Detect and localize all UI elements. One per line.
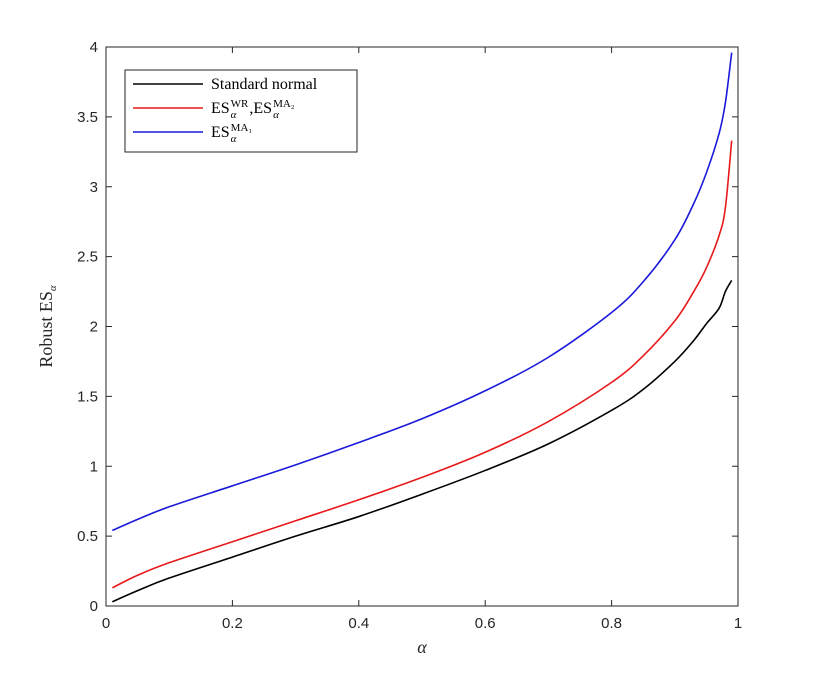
x-tick-label: 0 [102, 615, 110, 632]
legend-label: ES [211, 100, 230, 117]
series-lines [111, 52, 733, 603]
y-tick-label: 3 [90, 179, 98, 196]
legend-label: ES [211, 124, 230, 141]
x-tick-label: 0.6 [475, 615, 496, 632]
legend-label-subscript: α [231, 109, 237, 121]
y-tick-label: 3.5 [77, 109, 98, 126]
y-axis-label: Robust ESα [36, 285, 59, 368]
axis-ticks: 0 0.2 0.4 0.6 0.8 1 0 0.5 1 1.5 2 2.5 3 3.5 4 [77, 39, 742, 632]
legend-label-subscript: α [273, 109, 279, 121]
y-axis-label-main: Robust ES [36, 291, 56, 368]
legend-label-subscript: α [231, 133, 237, 145]
legend-label-superscript: WR [231, 98, 249, 110]
y-tick-label: 0 [90, 598, 98, 615]
legend-label: ES [253, 100, 272, 117]
x-tick-label: 0.4 [348, 615, 369, 632]
series-line-3 [111, 52, 733, 532]
y-tick-label: 0.5 [77, 528, 98, 545]
legend-label: Standard normal [211, 76, 318, 93]
x-axis-label: α [417, 637, 427, 657]
x-tick-label: 1 [734, 615, 742, 632]
legend-label: , [249, 100, 253, 117]
y-tick-label: 1.5 [77, 388, 98, 405]
y-tick-label: 2.5 [77, 249, 98, 266]
y-tick-label: 4 [90, 39, 98, 56]
legend-label-superscript: MA₂ [273, 98, 295, 110]
y-tick-label: 2 [90, 319, 98, 336]
y-axis-label-subscript: α [47, 285, 59, 291]
legend-label-superscript: MA₁ [231, 122, 253, 134]
x-tick-label: 0.2 [222, 615, 243, 632]
y-tick-label: 1 [90, 458, 98, 475]
series-line-2 [111, 140, 733, 589]
series-line-1 [111, 279, 733, 603]
x-tick-label: 0.8 [601, 615, 622, 632]
